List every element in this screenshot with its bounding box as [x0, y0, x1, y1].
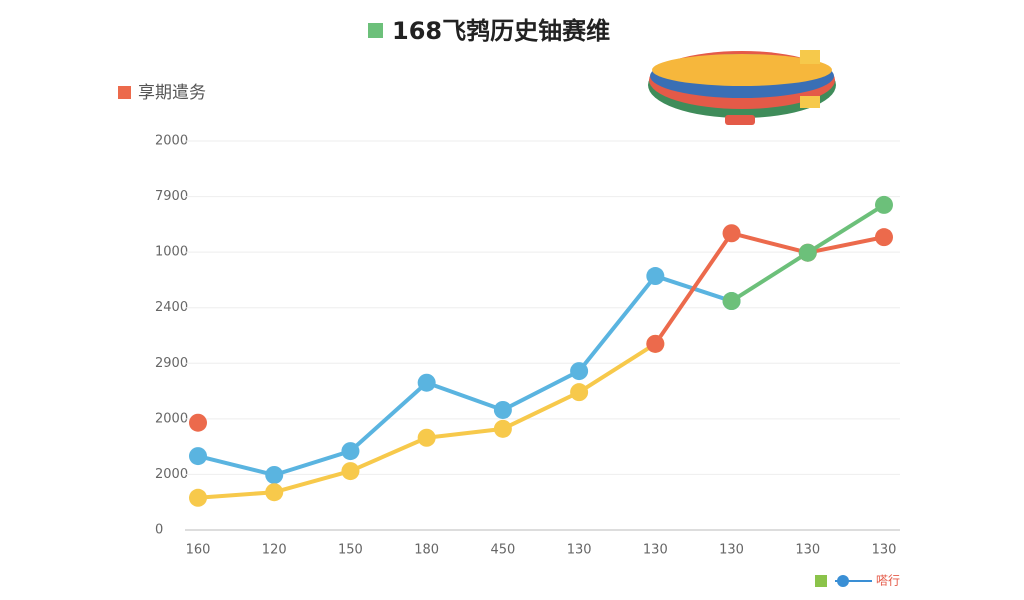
- x-tick-label: 130: [719, 543, 744, 558]
- data-point: [875, 195, 893, 214]
- y-tick-label: 2000: [155, 134, 188, 149]
- x-tick-label: 130: [872, 543, 897, 558]
- data-point: [265, 483, 284, 502]
- y-tick-label: 2900: [155, 356, 188, 371]
- data-point: [493, 419, 512, 438]
- data-point: [570, 383, 589, 402]
- data-point: [341, 462, 360, 481]
- data-point: [493, 400, 512, 419]
- y-tick-label: 2000: [155, 411, 188, 426]
- data-point: [417, 373, 436, 392]
- data-point: [417, 428, 436, 447]
- x-tick-label: 160: [186, 543, 211, 558]
- series-line: [653, 231, 885, 345]
- footer-dot: [837, 575, 849, 587]
- y-tick-label: 7900: [155, 189, 188, 204]
- chart-title: 168飞鹁历史铀赛维: [392, 17, 610, 45]
- x-tick-label: 130: [795, 543, 820, 558]
- legend-marker: [118, 86, 131, 99]
- blimp: [648, 50, 836, 125]
- x-tick-label: 150: [338, 543, 363, 558]
- legend-label: 享期遣务: [138, 83, 206, 103]
- x-tick-label: 130: [567, 543, 592, 558]
- data-point: [570, 362, 589, 381]
- data-point: [265, 465, 284, 484]
- data-point: [875, 228, 893, 247]
- y-tick-label: 2400: [155, 300, 188, 315]
- y-tick-label: 0: [155, 523, 163, 538]
- data-point: [646, 334, 665, 353]
- y-tick-label: 1000: [155, 245, 188, 260]
- footer-marker: [815, 575, 827, 587]
- y-tick-label: 2000: [155, 467, 188, 482]
- data-point: [189, 413, 207, 432]
- data-point: [341, 442, 360, 461]
- x-tick-label: 120: [262, 543, 287, 558]
- title-marker: [368, 23, 383, 38]
- series-line: [197, 274, 733, 477]
- x-tick-label: 450: [490, 543, 515, 558]
- data-point: [722, 224, 741, 243]
- x-tick-label: 130: [643, 543, 668, 558]
- data-point: [189, 447, 207, 466]
- data-point: [722, 292, 741, 311]
- footer-label: 嗒行: [876, 574, 900, 588]
- x-tick-label: 180: [414, 543, 439, 558]
- data-point: [798, 243, 817, 262]
- data-point: [189, 488, 207, 507]
- data-point: [646, 267, 665, 286]
